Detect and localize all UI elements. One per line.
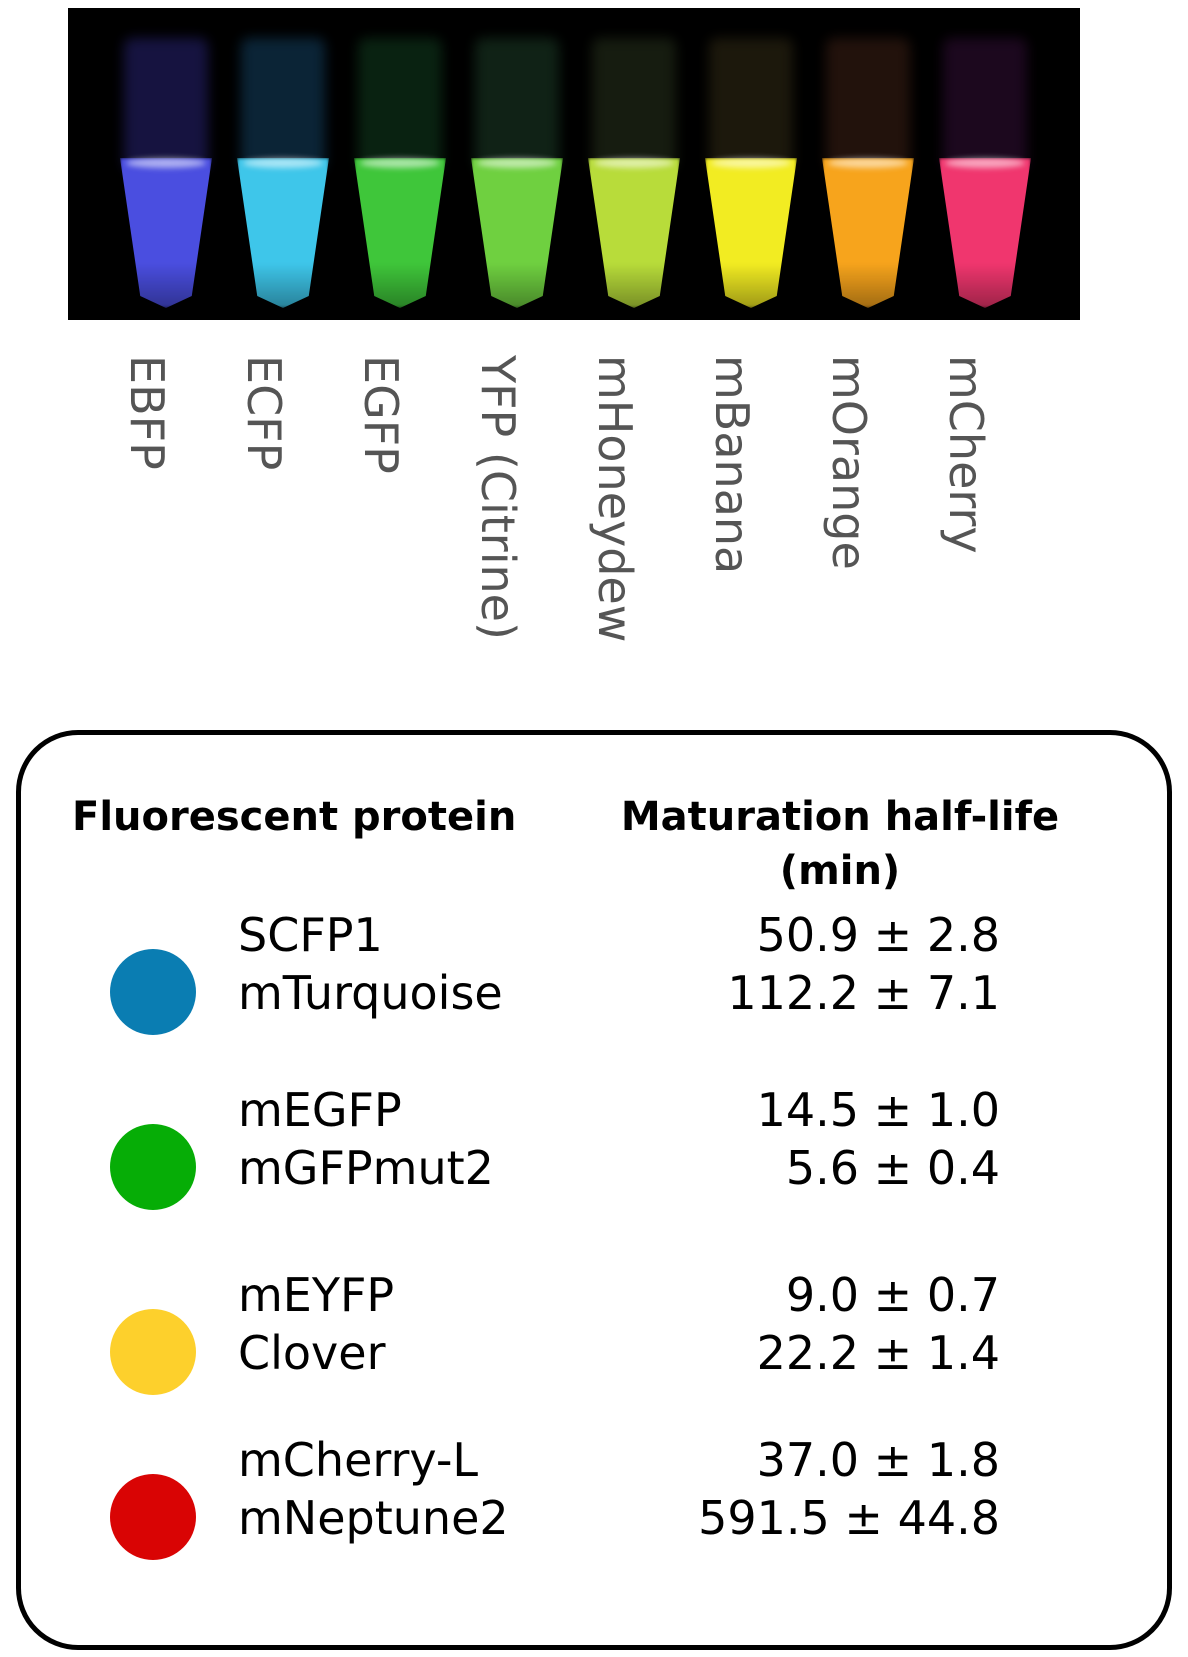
- tube-liquid: [120, 158, 212, 308]
- maturation-value: 14.5 ± 1.0: [756, 1083, 1000, 1137]
- protein-name: mNeptune2: [238, 1491, 509, 1545]
- tube: [588, 8, 680, 320]
- tube-label: mHoneydew: [588, 355, 642, 643]
- tube-label: EBFP: [120, 355, 174, 470]
- protein-name: Clover: [238, 1326, 386, 1380]
- maturation-value: 591.5 ± 44.8: [698, 1491, 1000, 1545]
- tube-meniscus: [243, 158, 323, 168]
- protein-name: mEGFP: [238, 1083, 402, 1137]
- maturation-value: 9.0 ± 0.7: [785, 1268, 1000, 1322]
- tube-meniscus: [945, 158, 1025, 168]
- group-color-dot: [110, 1124, 196, 1210]
- tube: [354, 8, 446, 320]
- tube-cap: [358, 38, 442, 168]
- tube: [822, 8, 914, 320]
- tube-meniscus: [828, 158, 908, 168]
- maturation-value: 112.2 ± 7.1: [727, 966, 1000, 1020]
- protein-name: mCherry-L: [238, 1433, 479, 1487]
- group-color-dot: [110, 1474, 196, 1560]
- group-color-dot: [110, 1309, 196, 1395]
- tube-label: EGFP: [354, 355, 408, 474]
- maturation-value: 50.9 ± 2.8: [756, 908, 1000, 962]
- tube-label: ECFP: [237, 355, 291, 471]
- tube: [939, 8, 1031, 320]
- tube-meniscus: [711, 158, 791, 168]
- tube-cap: [592, 38, 676, 168]
- tube-label: mOrange: [822, 355, 876, 570]
- protein-name: SCFP1: [238, 908, 383, 962]
- group-color-dot: [110, 949, 196, 1035]
- maturation-value: 5.6 ± 0.4: [785, 1141, 1000, 1195]
- header-maturation-half-life: Maturation half-life (min): [560, 790, 1120, 898]
- tube-cap: [241, 38, 325, 168]
- protein-name: mGFPmut2: [238, 1141, 494, 1195]
- tube-cap: [124, 38, 208, 168]
- tube-meniscus: [594, 158, 674, 168]
- tube-meniscus: [126, 158, 206, 168]
- tube-cap: [709, 38, 793, 168]
- maturation-table-panel: [16, 730, 1172, 1650]
- tube-liquid: [588, 158, 680, 308]
- header-maturation-line1: Maturation half-life: [620, 794, 1060, 840]
- tube-label: mCherry: [939, 355, 993, 554]
- tube-cap: [826, 38, 910, 168]
- maturation-value: 37.0 ± 1.8: [756, 1433, 1000, 1487]
- fluorescent-tubes-photo: [68, 8, 1080, 320]
- tube-liquid: [822, 158, 914, 308]
- tube-liquid: [939, 158, 1031, 308]
- tube-meniscus: [477, 158, 557, 168]
- header-fluorescent-protein: Fluorescent protein: [72, 794, 517, 840]
- header-maturation-line2: (min): [779, 848, 901, 894]
- tube: [705, 8, 797, 320]
- tube-liquid: [237, 158, 329, 308]
- protein-name: mEYFP: [238, 1268, 395, 1322]
- tube-cap: [943, 38, 1027, 168]
- tube: [120, 8, 212, 320]
- tube-liquid: [471, 158, 563, 308]
- tube-label: YFP (Citrine): [471, 355, 525, 640]
- tube-meniscus: [360, 158, 440, 168]
- protein-name: mTurquoise: [238, 966, 503, 1020]
- tube: [237, 8, 329, 320]
- tube-label: mBanana: [705, 355, 759, 575]
- maturation-value: 22.2 ± 1.4: [756, 1326, 1000, 1380]
- tube: [471, 8, 563, 320]
- tube-liquid: [705, 158, 797, 308]
- tube-liquid: [354, 158, 446, 308]
- tube-cap: [475, 38, 559, 168]
